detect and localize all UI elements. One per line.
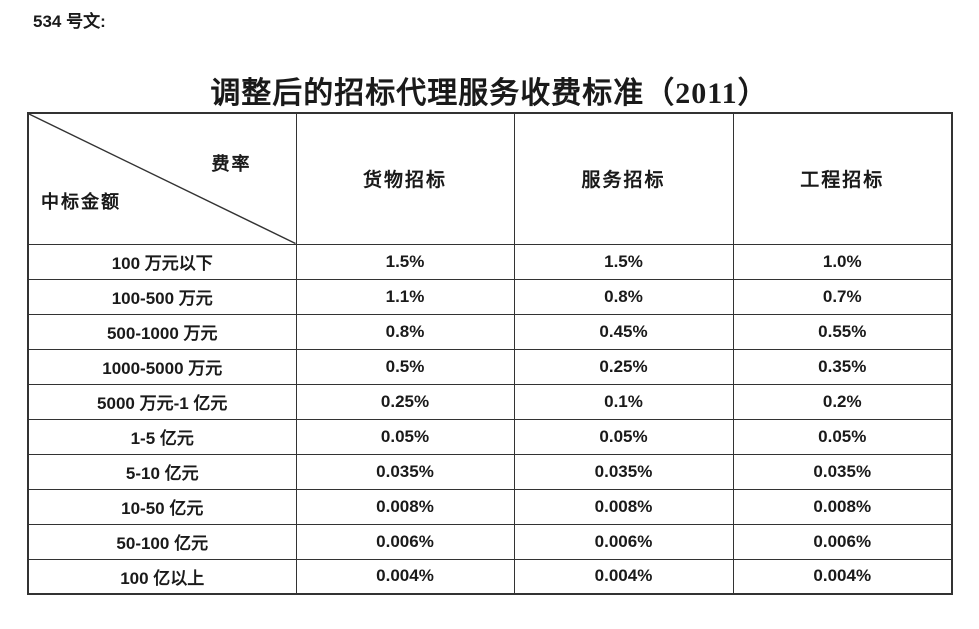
table-row: 100 万元以下 1.5% 1.5% 1.0%	[27, 243, 953, 280]
engineering-rate-cell: 0.05%	[732, 418, 953, 455]
goods-rate-cell: 1.1%	[295, 278, 515, 315]
table-row: 5-10 亿元 0.035% 0.035% 0.035%	[27, 453, 953, 490]
column-header-engineering: 工程招标	[732, 112, 953, 245]
amount-range-cell: 100 亿以上	[27, 558, 297, 595]
service-rate-cell: 0.8%	[513, 278, 734, 315]
service-rate-cell: 0.004%	[513, 558, 734, 595]
engineering-rate-cell: 0.035%	[732, 453, 953, 490]
table-row: 5000 万元-1 亿元 0.25% 0.1% 0.2%	[27, 383, 953, 420]
table-row: 100-500 万元 1.1% 0.8% 0.7%	[27, 278, 953, 315]
goods-rate-cell: 0.5%	[295, 348, 515, 385]
rate-axis-label: 费率	[211, 154, 252, 174]
amount-range-cell: 50-100 亿元	[27, 523, 297, 560]
doc-number-label: 534 号文:	[33, 12, 106, 31]
service-rate-cell: 0.05%	[513, 418, 734, 455]
service-rate-cell: 0.25%	[513, 348, 734, 385]
amount-range-cell: 100-500 万元	[27, 278, 297, 315]
engineering-rate-cell: 0.2%	[732, 383, 953, 420]
service-rate-cell: 0.1%	[513, 383, 734, 420]
diagonal-line	[29, 114, 296, 244]
table-row: 1000-5000 万元 0.5% 0.25% 0.35%	[27, 348, 953, 385]
column-header-goods: 货物招标	[295, 112, 515, 245]
table-row: 100 亿以上 0.004% 0.004% 0.004%	[27, 558, 953, 595]
table-row: 10-50 亿元 0.008% 0.008% 0.008%	[27, 488, 953, 525]
engineering-rate-cell: 0.004%	[732, 558, 953, 595]
goods-rate-cell: 0.008%	[295, 488, 515, 525]
goods-rate-cell: 0.25%	[295, 383, 515, 420]
engineering-rate-cell: 0.55%	[732, 313, 953, 350]
engineering-rate-cell: 0.006%	[732, 523, 953, 560]
page-title: 调整后的招标代理服务收费标准（2011）	[210, 77, 769, 111]
corner-cell: 费率 中标金额	[27, 112, 297, 245]
table-row: 1-5 亿元 0.05% 0.05% 0.05%	[27, 418, 953, 455]
amount-range-cell: 1000-5000 万元	[27, 348, 297, 385]
amount-range-cell: 10-50 亿元	[27, 488, 297, 525]
fee-table-body: 100 万元以下 1.5% 1.5% 1.0% 100-500 万元 1.1% …	[27, 243, 953, 595]
goods-rate-cell: 0.8%	[295, 313, 515, 350]
service-rate-cell: 0.006%	[513, 523, 734, 560]
service-rate-cell: 0.035%	[513, 453, 734, 490]
service-rate-cell: 0.008%	[513, 488, 734, 525]
column-header-service: 服务招标	[513, 112, 734, 245]
service-rate-cell: 0.45%	[513, 313, 734, 350]
goods-rate-cell: 1.5%	[295, 243, 515, 280]
header-row: 费率 中标金额 货物招标 服务招标 工程招标	[27, 112, 953, 245]
amount-range-cell: 100 万元以下	[27, 243, 297, 280]
amount-range-cell: 500-1000 万元	[27, 313, 297, 350]
goods-rate-cell: 0.004%	[295, 558, 515, 595]
goods-rate-cell: 0.05%	[295, 418, 515, 455]
engineering-rate-cell: 1.0%	[732, 243, 953, 280]
goods-rate-cell: 0.035%	[295, 453, 515, 490]
table-row: 500-1000 万元 0.8% 0.45% 0.55%	[27, 313, 953, 350]
engineering-rate-cell: 0.35%	[732, 348, 953, 385]
engineering-rate-cell: 0.008%	[732, 488, 953, 525]
amount-range-cell: 1-5 亿元	[27, 418, 297, 455]
goods-rate-cell: 0.006%	[295, 523, 515, 560]
amount-range-cell: 5000 万元-1 亿元	[27, 383, 297, 420]
service-rate-cell: 1.5%	[513, 243, 734, 280]
table-row: 50-100 亿元 0.006% 0.006% 0.006%	[27, 523, 953, 560]
amount-range-cell: 5-10 亿元	[27, 453, 297, 490]
amount-axis-label: 中标金额	[41, 191, 121, 212]
engineering-rate-cell: 0.7%	[732, 278, 953, 315]
fee-table: 费率 中标金额 货物招标 服务招标 工程招标 100 万元以下 1.5% 1.5…	[27, 112, 953, 595]
